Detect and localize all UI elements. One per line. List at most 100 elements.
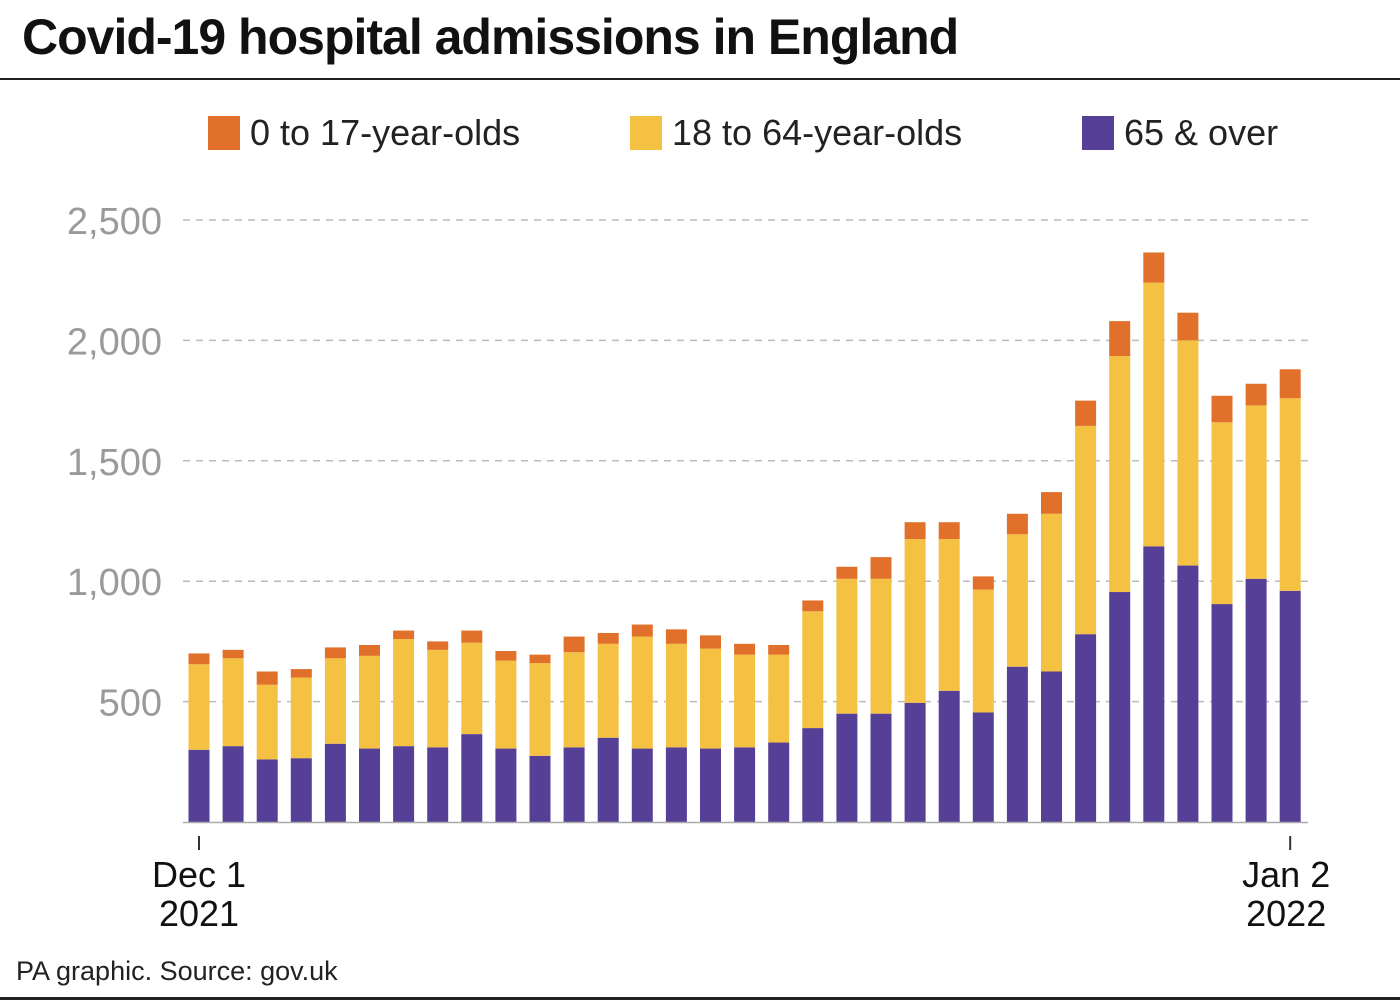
- bar-0-to-17-year-olds-13: [597, 632, 619, 644]
- bar-18-to-64-year-olds-7: [393, 638, 415, 747]
- bar-18-to-64-year-olds-15: [665, 643, 687, 748]
- bar-18-to-64-year-olds-9: [461, 642, 483, 735]
- bar-18-to-64-year-olds-18: [768, 654, 790, 743]
- bar-0-to-17-year-olds-18: [768, 645, 790, 655]
- bar-18-to-64-year-olds-19: [802, 611, 824, 729]
- legend-item-age-0-17: 0 to 17-year-olds: [208, 112, 520, 154]
- bar-18-to-64-year-olds-24: [972, 589, 994, 713]
- bottom-divider: [0, 997, 1400, 1000]
- bar-18-to-64-year-olds-10: [495, 660, 517, 749]
- bar-65-over-13: [597, 737, 619, 822]
- legend-swatch-age-65-over: [1082, 116, 1114, 150]
- bar-0-to-17-year-olds-15: [665, 629, 687, 644]
- chart-title: Covid-19 hospital admissions in England: [22, 9, 959, 65]
- bar-65-over-27: [1075, 634, 1097, 822]
- bar-0-to-17-year-olds-9: [461, 630, 483, 643]
- bar-0-to-17-year-olds-2: [222, 649, 244, 659]
- bar-0-to-17-year-olds-30: [1177, 312, 1199, 341]
- bar-18-to-64-year-olds-2: [222, 658, 244, 747]
- bar-0-to-17-year-olds-28: [1109, 321, 1131, 357]
- bar-0-to-17-year-olds-6: [359, 645, 380, 656]
- x-label-end-year: 2022: [1246, 893, 1326, 934]
- bar-65-over-30: [1177, 565, 1199, 822]
- bar-0-to-17-year-olds-10: [495, 651, 517, 661]
- bar-65-over-7: [393, 746, 415, 822]
- legend-swatch-age-18-64: [630, 116, 662, 150]
- legend-swatch-age-0-17: [208, 116, 240, 150]
- bar-0-to-17-year-olds-21: [870, 557, 892, 579]
- bar-18-to-64-year-olds-20: [836, 578, 858, 714]
- bar-0-to-17-year-olds-32: [1245, 383, 1267, 406]
- x-label-start-year: 2021: [159, 893, 239, 934]
- x-label-start-date: Dec 1: [152, 854, 246, 895]
- bar-65-over-6: [359, 748, 380, 822]
- bar-0-to-17-year-olds-27: [1075, 400, 1097, 426]
- bar-18-to-64-year-olds-22: [904, 539, 926, 703]
- legend-item-age-18-64: 18 to 64-year-olds: [630, 112, 962, 154]
- bar-65-over-4: [290, 758, 312, 822]
- bar-65-over-14: [631, 748, 653, 822]
- bar-18-to-64-year-olds-6: [359, 655, 380, 749]
- bar-18-to-64-year-olds-14: [631, 636, 653, 749]
- bar-18-to-64-year-olds-12: [563, 652, 585, 748]
- y-tick-label-1000: 1,000: [67, 562, 162, 604]
- bar-65-over-16: [700, 748, 721, 822]
- x-label-end-date: Jan 2: [1242, 854, 1330, 895]
- y-tick-label-2000: 2,000: [67, 321, 162, 363]
- bar-0-to-17-year-olds-7: [393, 630, 415, 639]
- legend-label-age-65-over: 65 & over: [1124, 112, 1279, 153]
- bar-18-to-64-year-olds-31: [1211, 422, 1233, 605]
- bar-0-to-17-year-olds-23: [938, 522, 960, 540]
- bar-0-to-17-year-olds-33: [1279, 369, 1301, 399]
- bar-18-to-64-year-olds-16: [700, 648, 721, 749]
- bar-18-to-64-year-olds-1: [188, 664, 210, 750]
- y-tick-label-1500: 1,500: [67, 442, 162, 484]
- title-divider: [0, 78, 1400, 80]
- bar-0-to-17-year-olds-19: [802, 600, 824, 612]
- bar-65-over-29: [1143, 546, 1165, 822]
- legend-item-age-65-over: 65 & over: [1082, 112, 1278, 154]
- legend: 0 to 17-year-olds 18 to 64-year-olds 65 …: [0, 112, 1400, 162]
- bar-65-over-23: [938, 690, 960, 822]
- bar-65-over-20: [836, 713, 858, 822]
- bar-65-over-11: [529, 755, 551, 822]
- bar-65-over-9: [461, 734, 483, 822]
- bar-0-to-17-year-olds-16: [700, 635, 721, 649]
- bar-0-to-17-year-olds-4: [290, 669, 312, 678]
- bar-0-to-17-year-olds-29: [1143, 252, 1165, 283]
- bar-18-to-64-year-olds-23: [938, 539, 960, 691]
- bar-18-to-64-year-olds-29: [1143, 282, 1165, 547]
- legend-label-age-18-64: 18 to 64-year-olds: [672, 112, 963, 153]
- bar-65-over-8: [427, 747, 449, 822]
- y-tick-label-500: 500: [99, 683, 162, 725]
- bar-65-over-31: [1211, 604, 1233, 822]
- bar-65-over-22: [904, 702, 926, 822]
- bar-65-over-19: [802, 728, 824, 822]
- bar-18-to-64-year-olds-25: [1006, 534, 1028, 667]
- bar-65-over-24: [972, 712, 994, 822]
- bar-0-to-17-year-olds-31: [1211, 395, 1233, 423]
- bar-0-to-17-year-olds-26: [1041, 492, 1062, 514]
- legend-label-age-0-17: 0 to 17-year-olds: [250, 112, 521, 153]
- bar-65-over-10: [495, 748, 517, 822]
- bar-18-to-64-year-olds-21: [870, 578, 892, 714]
- bar-65-over-3: [256, 759, 278, 822]
- bar-18-to-64-year-olds-13: [597, 643, 619, 738]
- bar-18-to-64-year-olds-28: [1109, 356, 1131, 593]
- bar-65-over-2: [222, 746, 244, 822]
- bar-0-to-17-year-olds-25: [1006, 513, 1028, 535]
- bar-18-to-64-year-olds-33: [1279, 398, 1301, 591]
- bar-65-over-5: [324, 743, 346, 822]
- bar-0-to-17-year-olds-8: [427, 641, 449, 650]
- bar-65-over-33: [1279, 590, 1301, 822]
- bar-18-to-64-year-olds-32: [1245, 405, 1267, 579]
- bar-0-to-17-year-olds-11: [529, 654, 551, 664]
- bar-18-to-64-year-olds-4: [290, 677, 312, 759]
- bar-18-to-64-year-olds-8: [427, 649, 449, 748]
- bar-18-to-64-year-olds-11: [529, 663, 551, 756]
- bar-0-to-17-year-olds-1: [188, 653, 210, 665]
- bar-0-to-17-year-olds-17: [734, 643, 756, 655]
- bar-18-to-64-year-olds-3: [256, 684, 278, 760]
- bar-0-to-17-year-olds-24: [972, 576, 994, 590]
